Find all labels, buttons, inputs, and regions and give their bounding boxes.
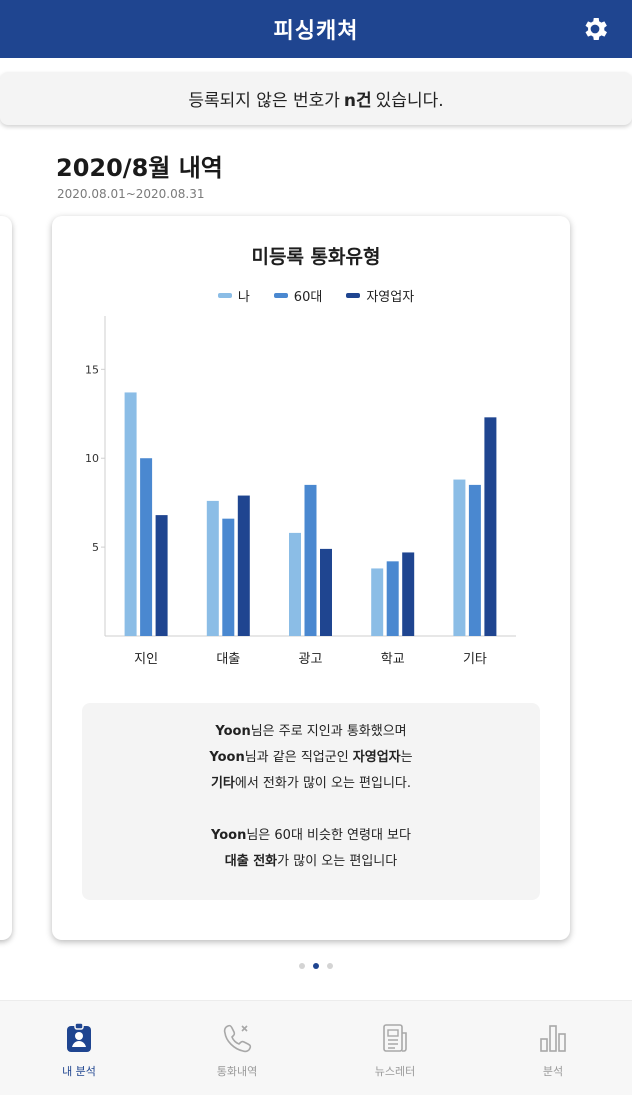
page-dot[interactable] (327, 963, 333, 969)
bar-chart: 5 10 15 지인 대출 광고 학교 기타 (85, 316, 516, 667)
summary-user-name: Yoon (215, 724, 251, 739)
x-tick-label: 학교 (381, 652, 405, 667)
summary-line-1: Yoon님은 주로 지인과 통화했으며 (82, 719, 540, 745)
summary-text: 는 (400, 750, 413, 765)
summary-user-name: Yoon (211, 828, 247, 843)
tab-label: 분석 (542, 1065, 564, 1078)
bottom-tab-bar: 내 분석 통화내역 뉴스레터 분석 (0, 1000, 632, 1095)
summary-line-4: Yoon님은 60대 비슷한 연령대 보다 (82, 823, 540, 849)
bar-자영업자-광고 (320, 548, 332, 636)
summary-highlight: 기타 (210, 776, 235, 791)
bar-나-광고 (289, 532, 301, 636)
summary-line-3: 기타에서 전화가 많이 오는 편입니다. (82, 771, 540, 797)
x-tick-label: 광고 (299, 652, 323, 667)
bar-60대-대출 (222, 518, 235, 636)
notice-prefix: 등록되지 않은 번호가 (188, 91, 340, 111)
bar-나-기타 (453, 479, 466, 636)
legend-label: 60대 (293, 290, 323, 305)
summary-line-2: Yoon님과 같은 직업군인 자영업자는 (82, 745, 540, 771)
summary-line-5: 대출 전화가 많이 오는 편입니다 (82, 849, 540, 875)
bar-60대-광고 (304, 484, 317, 636)
tab-newsletter[interactable]: 뉴스레터 (316, 1001, 474, 1095)
tab-analysis[interactable]: 분석 (474, 1001, 632, 1095)
bar-60대-기타 (468, 484, 481, 636)
chart-title: 미등록 통화유형 (251, 246, 381, 268)
previous-card-peek[interactable] (0, 216, 12, 940)
legend-item: 60대 (273, 286, 323, 305)
summary-spacer (82, 797, 540, 823)
summary-text: 님과 같은 직업군인 (244, 750, 353, 765)
summary-text: 에서 전화가 많이 오는 편입니다. (234, 776, 412, 791)
summary-text: 님은 주로 지인과 통화했으며 (250, 724, 407, 739)
x-tick-label: 기타 (463, 652, 487, 667)
bar-60대-학교 (386, 561, 399, 636)
legend-item: 나 (217, 286, 250, 305)
tab-label: 내 분석 (62, 1065, 96, 1078)
summary-user-name: Yoon (209, 750, 245, 765)
tab-label: 통화내역 (216, 1065, 258, 1078)
summary-text: 님은 60대 비슷한 연령대 보다 (246, 828, 411, 843)
period-range: 2020.08.01~2020.08.31 (57, 187, 205, 201)
bar-나-학교 (371, 568, 384, 636)
notice-count: n건 (343, 91, 372, 111)
x-tick-label: 지인 (134, 652, 158, 667)
bar-자영업자-대출 (237, 495, 250, 636)
analysis-summary: Yoon님은 주로 지인과 통화했으며 Yoon님과 같은 직업군인 자영업자는… (82, 703, 540, 900)
unregistered-notice[interactable]: 등록되지 않은 번호가 n건 있습니다. (0, 72, 632, 125)
newsletter-icon (383, 1024, 407, 1052)
legend-item: 자영업자 (346, 286, 414, 305)
period-title: 2020/8월 내역 (56, 154, 223, 182)
legend-label: 나 (237, 290, 250, 305)
y-tick-label: 5 (92, 541, 99, 554)
y-tick-label: 15 (85, 363, 99, 376)
tab-call-history[interactable]: 통화내역 (158, 1001, 316, 1095)
bar-자영업자-지인 (155, 515, 168, 636)
tab-label: 뉴스레터 (374, 1065, 416, 1078)
gear-icon[interactable] (580, 14, 610, 44)
bar-자영업자-학교 (402, 552, 415, 636)
bar-chart-icon (540, 1025, 566, 1052)
legend-swatch (346, 293, 361, 298)
app-header: 피싱캐쳐 (0, 0, 632, 58)
phone-icon (223, 1024, 252, 1053)
page-dot[interactable] (313, 963, 319, 969)
bar-60대-지인 (140, 458, 153, 636)
profile-icon (67, 1022, 91, 1052)
summary-highlight: 자영업자 (352, 750, 401, 765)
bar-자영업자-기타 (484, 417, 497, 636)
bar-나-대출 (206, 500, 219, 636)
bar-나-지인 (124, 392, 137, 636)
page-indicator (0, 963, 632, 969)
summary-text: 가 많이 오는 편입니다 (277, 854, 398, 869)
legend-label: 자영업자 (366, 290, 415, 305)
notice-suffix: 있습니다. (375, 91, 444, 111)
app-title: 피싱캐쳐 (273, 19, 359, 44)
y-tick-label: 10 (85, 452, 99, 465)
page-dot[interactable] (299, 963, 305, 969)
x-tick-label: 대출 (216, 652, 240, 667)
legend-swatch (273, 293, 288, 298)
legend-swatch (217, 293, 232, 298)
tab-my-analysis[interactable]: 내 분석 (0, 1001, 158, 1095)
chart-legend: 나 60대 자영업자 (0, 286, 632, 305)
summary-highlight: 대출 전화 (224, 854, 278, 869)
